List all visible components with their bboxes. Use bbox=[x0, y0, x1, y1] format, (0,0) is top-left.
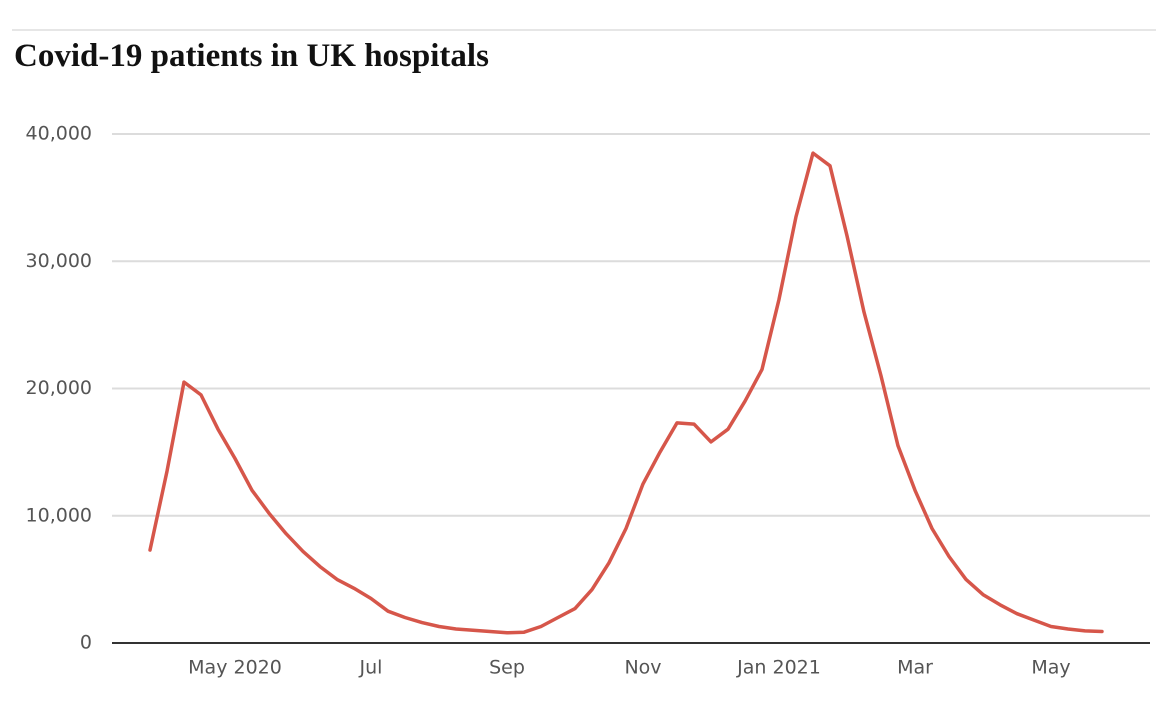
line bbox=[148, 151, 1104, 635]
chart-title: Covid-19 patients in UK hospitals bbox=[14, 38, 489, 74]
y-tick-label: 20,000 bbox=[26, 377, 92, 399]
x-tick-label: Jul bbox=[359, 657, 383, 679]
x-tick-label: May 2020 bbox=[188, 657, 282, 679]
x-tick-label: May bbox=[1031, 657, 1070, 679]
x-tick-label: Nov bbox=[624, 657, 661, 679]
x-tick-label: Jan 2021 bbox=[736, 657, 821, 679]
x-tick-label: Sep bbox=[489, 657, 525, 679]
y-tick-label: 0 bbox=[80, 632, 92, 654]
y-tick-label: 30,000 bbox=[26, 250, 92, 272]
y-tick-label: 10,000 bbox=[26, 504, 92, 526]
y-tick-label: 40,000 bbox=[26, 123, 92, 145]
x-tick-label: Mar bbox=[897, 657, 933, 679]
